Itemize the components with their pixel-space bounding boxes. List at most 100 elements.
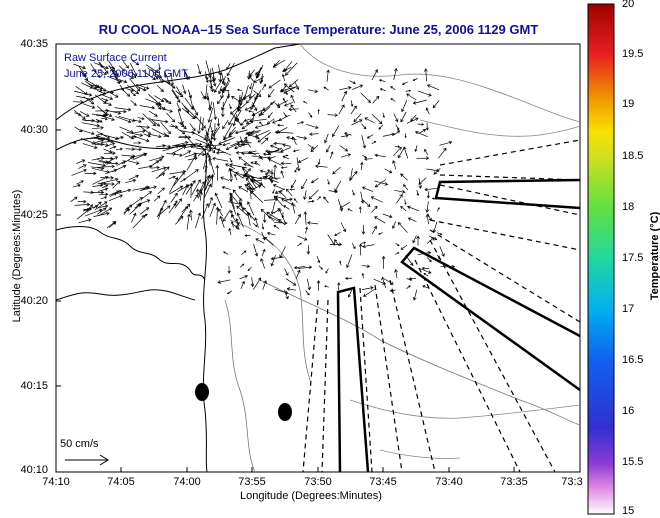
current-vector (412, 235, 417, 244)
current-vector (81, 122, 101, 128)
current-vector (280, 161, 292, 166)
current-vector (296, 157, 301, 172)
colorbar-tick-label: 17.5 (622, 252, 644, 264)
current-vector (339, 145, 349, 152)
current-vector (255, 67, 263, 76)
current-vector (207, 143, 216, 154)
current-vector (237, 103, 247, 112)
colorbar-tick-label: 15 (622, 505, 635, 517)
current-vector (395, 242, 400, 247)
current-vector (160, 121, 171, 135)
current-vector (148, 110, 158, 117)
current-vector (155, 103, 162, 110)
current-vector (131, 60, 140, 66)
current-vector (348, 168, 353, 182)
current-vector (221, 185, 231, 190)
current-vectors (69, 59, 456, 301)
current-vector (169, 125, 179, 129)
current-vector (201, 202, 209, 220)
current-vector (285, 62, 298, 76)
current-vector (374, 153, 386, 158)
x-axis-title: Longitude (Degrees:Minutes) (240, 490, 382, 502)
x-tick-label: 73:35 (500, 476, 528, 488)
current-vector (406, 205, 420, 212)
current-vector (230, 209, 234, 218)
current-vector (261, 137, 269, 145)
current-vector (361, 272, 365, 279)
x-tick-label: 74:10 (42, 476, 70, 488)
current-vector (307, 221, 318, 225)
current-vector (128, 174, 140, 181)
current-vector (291, 136, 297, 145)
current-vector (164, 98, 172, 105)
current-vector (170, 192, 178, 203)
current-vector (334, 232, 341, 237)
colorbar-tick-label: 16 (622, 405, 635, 417)
current-vector (73, 100, 84, 104)
colorbar (587, 3, 615, 515)
current-vector (126, 131, 144, 137)
current-vector (229, 192, 239, 203)
current-vector (351, 84, 364, 91)
current-vector (204, 164, 208, 173)
current-vector (156, 205, 171, 218)
current-vector (249, 83, 253, 90)
current-vector (324, 133, 329, 144)
y-tick-label: 40:10 (20, 464, 48, 476)
current-vector (325, 268, 329, 274)
current-vector (168, 175, 176, 180)
current-vector (209, 75, 214, 90)
current-vector (266, 231, 276, 236)
current-vector (195, 188, 200, 198)
current-vector (229, 163, 248, 169)
current-vector (77, 199, 87, 204)
current-vector (382, 112, 385, 118)
current-vector (361, 264, 371, 268)
scale-label: 50 cm/s (60, 438, 99, 450)
current-vector (219, 215, 225, 229)
current-vector (197, 64, 202, 75)
current-vector (100, 176, 114, 180)
current-vector (136, 83, 150, 90)
current-vector (406, 93, 417, 101)
current-vector (414, 131, 428, 138)
current-vector (255, 238, 265, 244)
current-vector (285, 188, 293, 197)
current-vector (438, 147, 447, 159)
current-vector (364, 117, 375, 124)
current-vector (222, 209, 231, 222)
current-vector (264, 173, 278, 181)
current-vector (382, 132, 396, 137)
boundary-polygons (336, 178, 580, 472)
current-vector (160, 78, 176, 89)
current-vector (139, 207, 150, 215)
current-vector (180, 178, 187, 183)
colorbar-tick-label: 18 (622, 201, 635, 213)
current-vector (294, 166, 298, 173)
current-vector (158, 63, 161, 71)
current-vector (140, 185, 157, 191)
current-vector (224, 163, 236, 170)
current-vector (100, 196, 108, 200)
current-vector (281, 73, 286, 82)
current-vector (338, 104, 345, 115)
current-vector (267, 89, 275, 98)
current-vector (173, 143, 186, 148)
current-vector (108, 194, 123, 202)
current-vector (99, 85, 107, 92)
current-vector (78, 164, 87, 169)
map-title: RU COOL NOAA–15 Sea Surface Temperature:… (98, 22, 539, 37)
current-vector (163, 132, 170, 138)
current-vector (105, 109, 122, 115)
current-vector (213, 78, 224, 93)
current-vector (362, 244, 375, 249)
current-vector (76, 180, 84, 185)
current-vector (79, 111, 90, 117)
y-tick-label: 40:30 (20, 124, 48, 136)
current-vector (317, 158, 321, 165)
current-vector (162, 144, 180, 152)
current-vector (327, 179, 330, 185)
current-vector (170, 72, 175, 87)
current-vector (231, 96, 240, 102)
current-vector (274, 195, 290, 201)
